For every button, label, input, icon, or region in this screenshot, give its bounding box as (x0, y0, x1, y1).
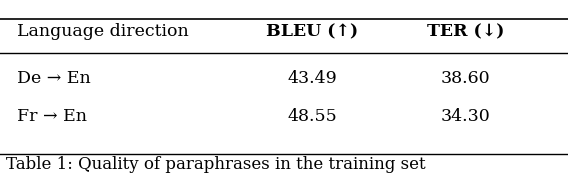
Text: BLEU (↑): BLEU (↑) (266, 24, 358, 40)
Text: Table 1: Quality of paraphrases in the training set: Table 1: Quality of paraphrases in the t… (6, 156, 425, 173)
Text: De → En: De → En (17, 70, 91, 87)
Text: 43.49: 43.49 (287, 70, 337, 87)
Text: Language direction: Language direction (17, 24, 189, 40)
Text: 38.60: 38.60 (441, 70, 491, 87)
Text: Fr → En: Fr → En (17, 108, 87, 125)
Text: TER (↓): TER (↓) (427, 24, 504, 40)
Text: 48.55: 48.55 (287, 108, 337, 125)
Text: 34.30: 34.30 (441, 108, 491, 125)
